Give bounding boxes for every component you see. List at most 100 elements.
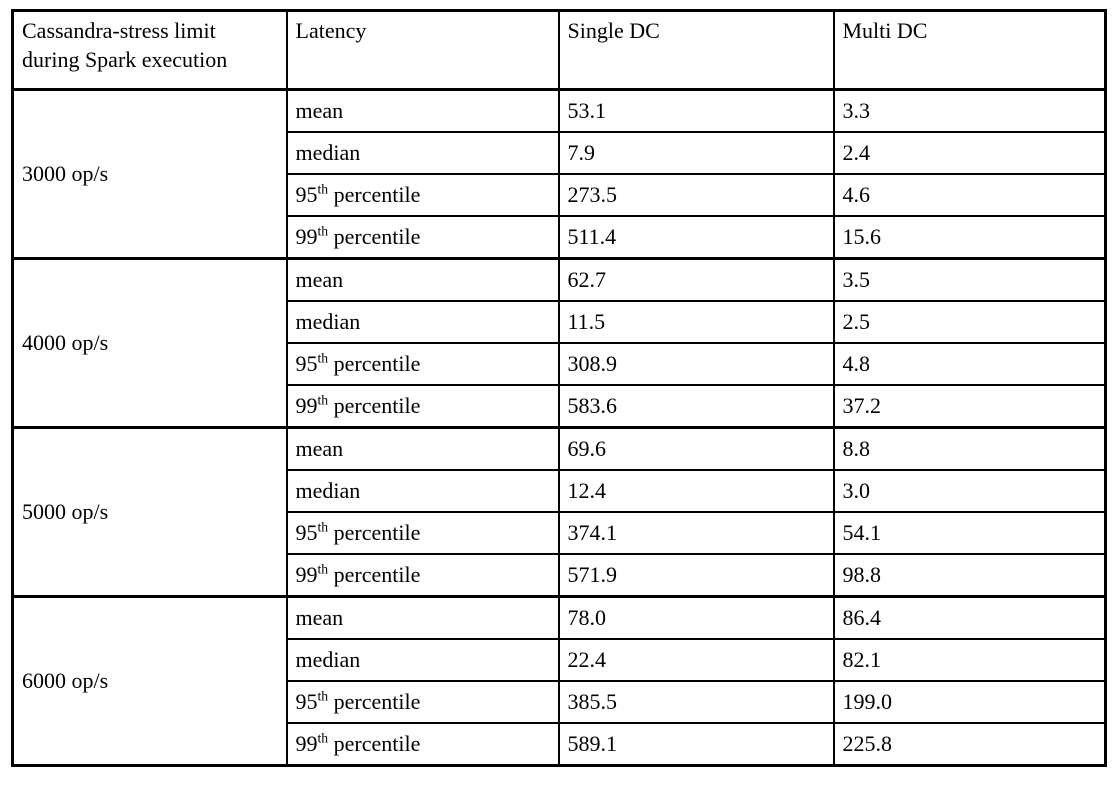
metric-label: 99 — [295, 730, 318, 756]
latency-metric-cell: 99th percentile — [285, 215, 560, 260]
metric-label: 95 — [295, 688, 318, 714]
multi-dc-value-cell: 8.8 — [832, 426, 1107, 471]
latency-metric-cell: median — [285, 469, 560, 513]
latency-metric-cell: 95th percentile — [285, 342, 560, 386]
latency-metric-cell: mean — [285, 426, 560, 471]
single-dc-value-cell: 11.5 — [557, 300, 835, 344]
latency-metric-cell: 95th percentile — [285, 511, 560, 555]
latency-metric-cell: 99th percentile — [285, 553, 560, 598]
table-row: 99th percentile 589.1 225.8 — [13, 722, 1107, 767]
single-dc-value-cell: 53.1 — [557, 88, 835, 133]
multi-dc-value-cell: 225.8 — [832, 722, 1107, 767]
single-dc-value-cell: 62.7 — [557, 257, 835, 302]
latency-metric-cell: median — [285, 131, 560, 175]
metric-superscript: th — [317, 181, 329, 197]
single-dc-value-cell: 22.4 — [557, 638, 835, 682]
multi-dc-value-cell: 3.3 — [832, 88, 1107, 133]
metric-label: median — [295, 646, 361, 672]
single-dc-value-cell: 583.6 — [557, 384, 835, 429]
single-dc-value-cell: 78.0 — [557, 595, 835, 640]
metric-label: 99 — [295, 392, 318, 418]
multi-dc-value-cell: 15.6 — [832, 215, 1107, 260]
metric-superscript: th — [317, 223, 329, 239]
header-latency: Latency — [285, 9, 560, 91]
metric-label-rest: percentile — [328, 223, 421, 249]
metric-label: 99 — [295, 223, 318, 249]
latency-metric-cell: 99th percentile — [285, 722, 560, 767]
header-stress-limit: Cassandra-stress limit during Spark exec… — [11, 9, 288, 91]
table-row: median 11.5 2.5 — [13, 300, 1107, 344]
metric-label: mean — [295, 435, 344, 461]
multi-dc-value-cell: 82.1 — [832, 638, 1107, 682]
metric-label: median — [295, 308, 361, 334]
single-dc-value-cell: 69.6 — [557, 426, 835, 471]
single-dc-value-cell: 571.9 — [557, 553, 835, 598]
metric-label: mean — [295, 604, 344, 630]
ops-rate-cell: 6000 op/s — [11, 595, 288, 767]
table-row: median 22.4 82.1 — [13, 638, 1107, 682]
latency-metric-cell: 95th percentile — [285, 173, 560, 217]
header-single-dc: Single DC — [557, 9, 835, 91]
metric-superscript: th — [317, 688, 329, 704]
metric-label: 95 — [295, 519, 318, 545]
ops-rate-cell: 5000 op/s — [11, 426, 288, 598]
metric-label-rest: percentile — [328, 519, 421, 545]
table-row: 5000 op/s mean 69.6 8.8 — [11, 426, 1107, 598]
multi-dc-value-cell: 2.4 — [832, 131, 1107, 175]
metric-label: 95 — [295, 350, 318, 376]
single-dc-value-cell: 374.1 — [557, 511, 835, 555]
multi-dc-value-cell: 4.6 — [832, 173, 1107, 217]
header-multi-dc: Multi DC — [832, 9, 1107, 91]
single-dc-value-cell: 589.1 — [557, 722, 835, 767]
metric-label-rest: percentile — [328, 730, 421, 756]
table-row: 6000 op/s mean 78.0 86.4 — [11, 595, 1107, 767]
table-row: 95th percentile 374.1 54.1 — [13, 511, 1107, 555]
table-row: 99th percentile 571.9 98.8 — [13, 553, 1107, 598]
metric-label-rest: percentile — [328, 561, 421, 587]
metric-label: median — [295, 477, 361, 503]
table-row: median 12.4 3.0 — [13, 469, 1107, 513]
metric-label-rest: percentile — [328, 350, 421, 376]
multi-dc-value-cell: 3.5 — [832, 257, 1107, 302]
table-row: 95th percentile 385.5 199.0 — [13, 680, 1107, 724]
latency-metric-cell: 95th percentile — [285, 680, 560, 724]
multi-dc-value-cell: 2.5 — [832, 300, 1107, 344]
table-row: 95th percentile 308.9 4.8 — [13, 342, 1107, 386]
metric-label: 95 — [295, 181, 318, 207]
single-dc-value-cell: 511.4 — [557, 215, 835, 260]
table-row: 99th percentile 511.4 15.6 — [13, 215, 1107, 260]
latency-metric-cell: mean — [285, 257, 560, 302]
latency-metric-cell: median — [285, 300, 560, 344]
multi-dc-value-cell: 4.8 — [832, 342, 1107, 386]
latency-metric-cell: mean — [285, 88, 560, 133]
multi-dc-value-cell: 98.8 — [832, 553, 1107, 598]
metric-label: 99 — [295, 561, 318, 587]
table-row: 99th percentile 583.6 37.2 — [13, 384, 1107, 429]
single-dc-value-cell: 12.4 — [557, 469, 835, 513]
metric-superscript: th — [317, 350, 329, 366]
metric-label-rest: percentile — [328, 688, 421, 714]
ops-rate-cell: 4000 op/s — [11, 257, 288, 429]
table-row: median 7.9 2.4 — [13, 131, 1107, 175]
metric-label: mean — [295, 97, 344, 123]
multi-dc-value-cell: 3.0 — [832, 469, 1107, 513]
metric-superscript: th — [317, 730, 329, 746]
latency-metric-cell: median — [285, 638, 560, 682]
metric-superscript: th — [317, 561, 329, 577]
multi-dc-value-cell: 199.0 — [832, 680, 1107, 724]
latency-results-table: Cassandra-stress limit during Spark exec… — [11, 9, 1107, 767]
single-dc-value-cell: 308.9 — [557, 342, 835, 386]
latency-metric-cell: 99th percentile — [285, 384, 560, 429]
metric-label-rest: percentile — [328, 181, 421, 207]
table-row: 95th percentile 273.5 4.6 — [13, 173, 1107, 217]
metric-label: median — [295, 139, 361, 165]
single-dc-value-cell: 7.9 — [557, 131, 835, 175]
table-header-row: Cassandra-stress limit during Spark exec… — [11, 9, 1107, 91]
metric-label-rest: percentile — [328, 392, 421, 418]
single-dc-value-cell: 385.5 — [557, 680, 835, 724]
multi-dc-value-cell: 86.4 — [832, 595, 1107, 640]
ops-rate-cell: 3000 op/s — [11, 88, 288, 260]
multi-dc-value-cell: 37.2 — [832, 384, 1107, 429]
multi-dc-value-cell: 54.1 — [832, 511, 1107, 555]
metric-superscript: th — [317, 519, 329, 535]
